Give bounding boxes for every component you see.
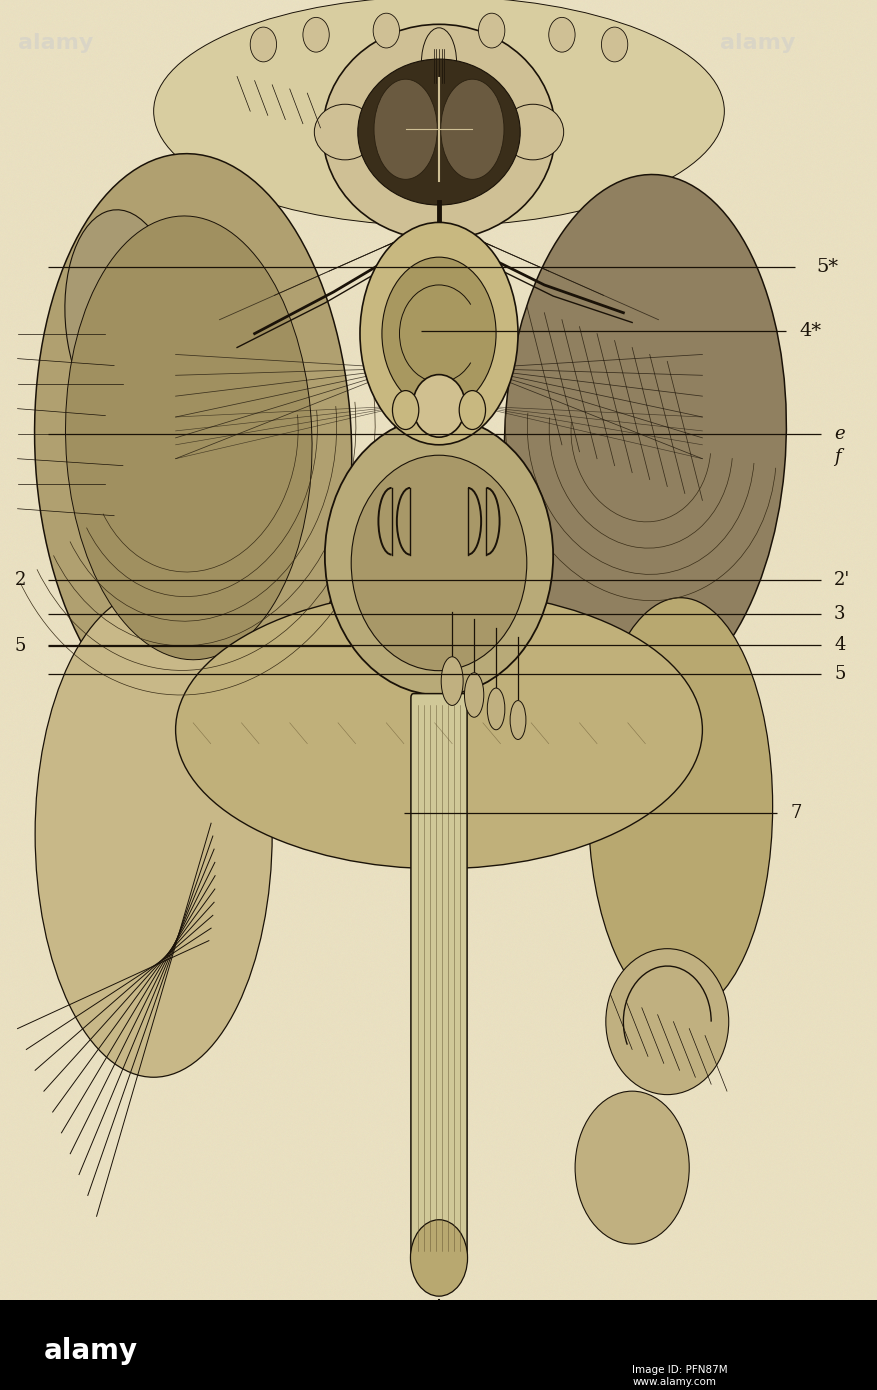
Text: e: e bbox=[833, 425, 844, 442]
Ellipse shape bbox=[324, 417, 553, 695]
Ellipse shape bbox=[548, 17, 574, 51]
Text: alamy: alamy bbox=[719, 32, 795, 53]
Ellipse shape bbox=[66, 215, 311, 660]
Ellipse shape bbox=[410, 1220, 467, 1295]
Ellipse shape bbox=[588, 598, 772, 1015]
Ellipse shape bbox=[605, 948, 728, 1095]
Ellipse shape bbox=[464, 673, 483, 717]
Text: 4*: 4* bbox=[798, 322, 820, 339]
FancyBboxPatch shape bbox=[410, 694, 467, 1262]
Text: 5: 5 bbox=[15, 638, 26, 655]
Text: alamy: alamy bbox=[18, 32, 93, 53]
Bar bbox=[0, 1300, 877, 1390]
Ellipse shape bbox=[358, 58, 519, 204]
Ellipse shape bbox=[323, 24, 554, 239]
Text: 3: 3 bbox=[833, 606, 845, 623]
Ellipse shape bbox=[35, 591, 272, 1077]
Text: 2: 2 bbox=[15, 571, 26, 588]
Ellipse shape bbox=[510, 701, 525, 739]
Ellipse shape bbox=[351, 456, 526, 671]
Ellipse shape bbox=[153, 0, 724, 225]
Ellipse shape bbox=[314, 104, 375, 160]
Ellipse shape bbox=[303, 17, 329, 51]
Ellipse shape bbox=[412, 374, 465, 436]
Ellipse shape bbox=[392, 391, 418, 430]
Ellipse shape bbox=[478, 13, 504, 47]
Ellipse shape bbox=[503, 175, 786, 701]
Ellipse shape bbox=[601, 26, 627, 61]
Ellipse shape bbox=[440, 656, 463, 706]
Text: alamy: alamy bbox=[44, 1337, 138, 1365]
Ellipse shape bbox=[373, 13, 399, 47]
Ellipse shape bbox=[421, 28, 456, 97]
Text: 2': 2' bbox=[833, 571, 850, 588]
Text: 5: 5 bbox=[833, 666, 845, 682]
Ellipse shape bbox=[175, 591, 702, 869]
Text: 7: 7 bbox=[789, 805, 801, 821]
Text: 4: 4 bbox=[833, 637, 845, 653]
Text: 5*: 5* bbox=[816, 259, 838, 275]
Ellipse shape bbox=[360, 222, 517, 445]
Ellipse shape bbox=[250, 26, 276, 61]
Ellipse shape bbox=[487, 688, 504, 730]
Ellipse shape bbox=[381, 257, 496, 410]
Text: Image ID: PFN87M
www.alamy.com: Image ID: PFN87M www.alamy.com bbox=[631, 1365, 727, 1387]
Ellipse shape bbox=[574, 1091, 688, 1244]
Ellipse shape bbox=[440, 79, 503, 179]
Ellipse shape bbox=[34, 154, 352, 735]
Ellipse shape bbox=[374, 79, 437, 179]
Ellipse shape bbox=[502, 104, 563, 160]
Ellipse shape bbox=[65, 210, 181, 430]
Ellipse shape bbox=[459, 391, 485, 430]
Text: f: f bbox=[833, 449, 840, 466]
